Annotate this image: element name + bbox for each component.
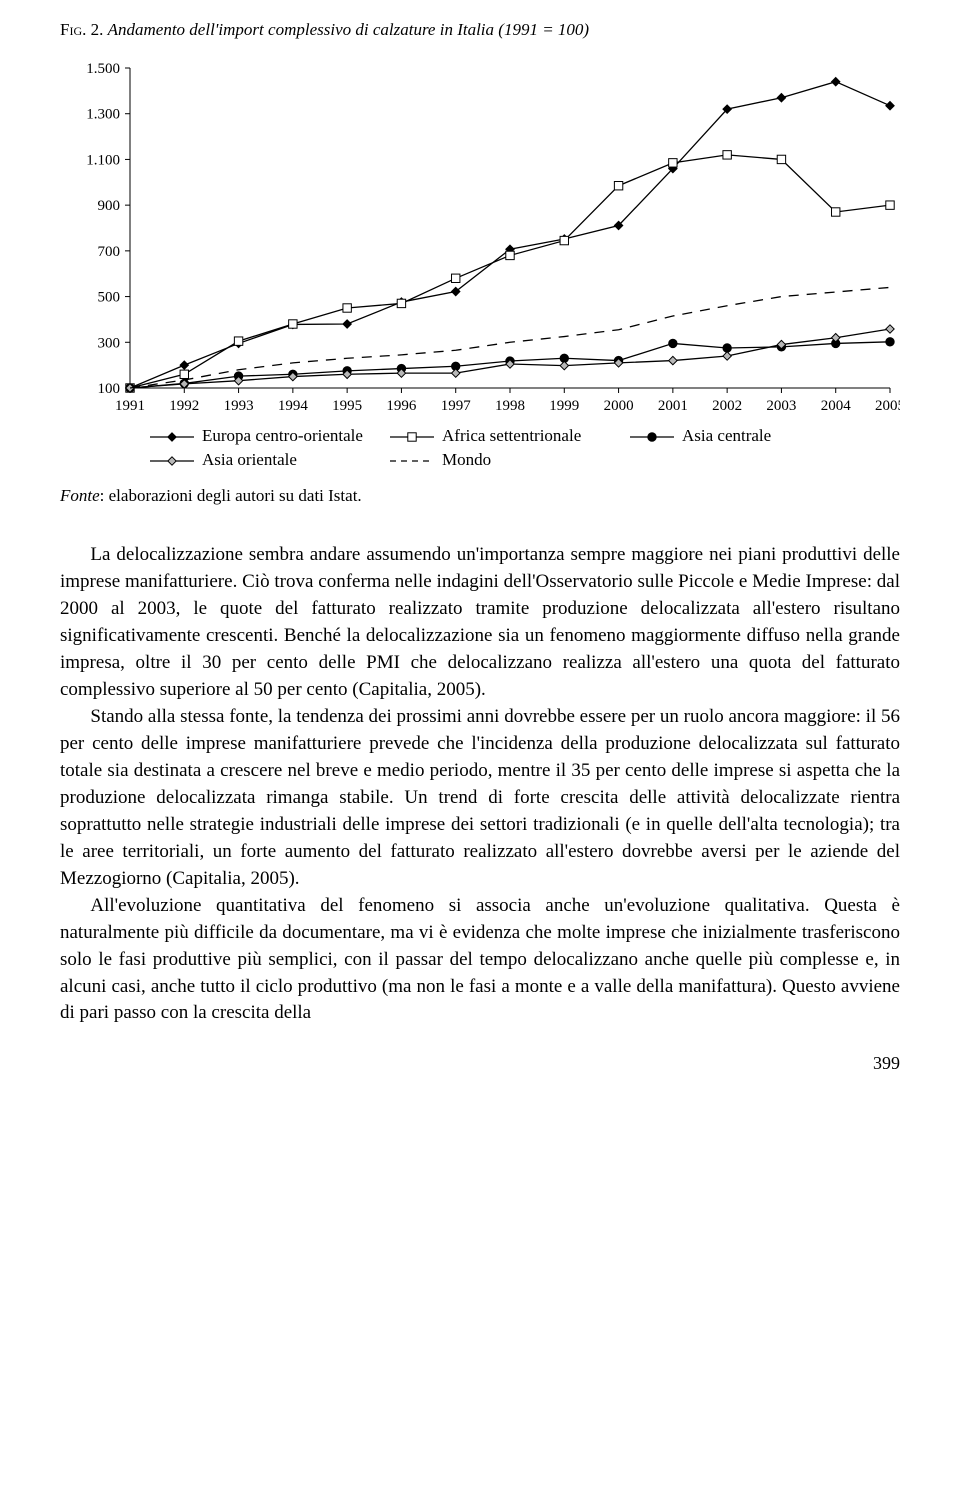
legend-swatch xyxy=(150,453,194,467)
svg-text:1992: 1992 xyxy=(169,398,199,414)
svg-text:2000: 2000 xyxy=(604,398,634,414)
chart-container: 100 300 500 700 900 1.100 1.300 1.500 1991 1992 19… xyxy=(60,58,900,418)
legend-item: Asia centrale xyxy=(630,426,850,446)
legend-swatch xyxy=(630,429,674,443)
paragraph: La delocalizzazione sembra andare assume… xyxy=(60,542,900,704)
svg-text:500: 500 xyxy=(98,290,121,306)
svg-text:900: 900 xyxy=(98,198,121,214)
svg-text:2003: 2003 xyxy=(766,398,796,414)
svg-text:1991: 1991 xyxy=(115,398,145,414)
legend-label: Mondo xyxy=(442,450,491,470)
svg-text:1996: 1996 xyxy=(386,398,417,414)
svg-text:1.500: 1.500 xyxy=(86,61,120,77)
legend-swatch xyxy=(390,429,434,443)
page-number: 399 xyxy=(60,1053,900,1074)
svg-text:700: 700 xyxy=(98,244,121,260)
svg-text:2004: 2004 xyxy=(821,398,852,414)
figure-caption: Fig. 2. Andamento dell'import complessiv… xyxy=(60,20,900,40)
svg-text:2005: 2005 xyxy=(875,398,900,414)
paragraph: Stando alla stessa fonte, la tendenza de… xyxy=(60,704,900,893)
legend-label: Africa settentrionale xyxy=(442,426,581,446)
svg-text:2002: 2002 xyxy=(712,398,742,414)
svg-text:1.100: 1.100 xyxy=(86,152,120,168)
svg-text:1998: 1998 xyxy=(495,398,525,414)
svg-text:1995: 1995 xyxy=(332,398,362,414)
chart-legend: Europa centro-orientale Africa settentrio… xyxy=(150,426,850,470)
legend-swatch xyxy=(390,453,434,467)
paragraph: All'evoluzione quantitativa del fenomeno… xyxy=(60,893,900,1028)
svg-text:2001: 2001 xyxy=(658,398,688,414)
figure-caption-prefix: Fig. 2. xyxy=(60,20,103,39)
legend-item: Africa settentrionale xyxy=(390,426,610,446)
line-chart: 100 300 500 700 900 1.100 1.300 1.500 1991 1992 19… xyxy=(60,58,900,418)
svg-text:300: 300 xyxy=(98,335,121,351)
legend-label: Europa centro-orientale xyxy=(202,426,363,446)
svg-text:1997: 1997 xyxy=(441,398,472,414)
legend-label: Asia orientale xyxy=(202,450,297,470)
legend-item: Asia orientale xyxy=(150,450,370,470)
svg-text:1999: 1999 xyxy=(549,398,579,414)
legend-item: Europa centro-orientale xyxy=(150,426,370,446)
legend-swatch xyxy=(150,429,194,443)
legend-label: Asia centrale xyxy=(682,426,771,446)
svg-text:1993: 1993 xyxy=(224,398,254,414)
svg-text:100: 100 xyxy=(98,381,121,397)
body-text: La delocalizzazione sembra andare assume… xyxy=(60,542,900,1027)
legend-item: Mondo xyxy=(390,450,610,470)
svg-text:1.300: 1.300 xyxy=(86,107,120,123)
figure-source: Fonte: elaborazioni degli autori su dati… xyxy=(60,486,900,506)
svg-text:1994: 1994 xyxy=(278,398,309,414)
